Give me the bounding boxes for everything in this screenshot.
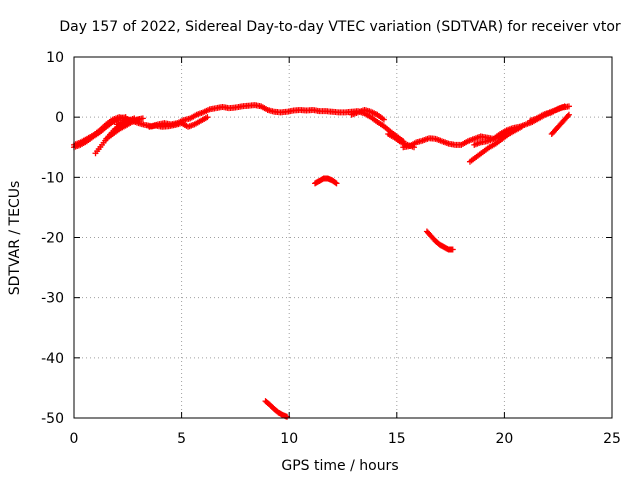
series-mid-morning xyxy=(146,114,211,130)
y-tick-labels: -50 -40 -30 -20 -10 0 10 xyxy=(41,50,64,427)
x-tick-label: 5 xyxy=(177,431,186,447)
series-noon-upper-band xyxy=(348,106,387,123)
y-tick-label: -20 xyxy=(41,231,64,247)
series-afternoon-lower-band xyxy=(385,131,418,151)
grid-lines xyxy=(74,57,612,418)
y-tick-label: 10 xyxy=(46,50,64,66)
data-markers xyxy=(71,102,572,420)
x-tick-label: 10 xyxy=(280,431,298,447)
series-midday-dip-arc xyxy=(312,175,340,187)
data-point xyxy=(503,129,510,136)
y-tick-label: -40 xyxy=(41,351,64,367)
x-tick-label: 25 xyxy=(603,431,621,447)
data-point xyxy=(565,103,572,110)
data-point xyxy=(564,112,571,119)
chart-title: Day 157 of 2022, Sidereal Day-to-day VTE… xyxy=(59,19,621,35)
y-axis-label: SDTVAR / TECUs xyxy=(7,181,23,296)
y-tick-label: -10 xyxy=(41,170,64,186)
data-point xyxy=(518,123,525,130)
axis-ticks xyxy=(73,56,613,419)
x-axis-label: GPS time / hours xyxy=(281,458,398,474)
data-point xyxy=(411,144,418,151)
x-tick-labels: 0 5 10 15 20 25 xyxy=(70,431,621,447)
data-point xyxy=(565,111,572,118)
y-tick-label: -50 xyxy=(41,411,64,427)
data-point xyxy=(380,116,387,123)
series-late-drop xyxy=(548,111,572,138)
series-afternoon-dip xyxy=(423,228,456,253)
data-point xyxy=(333,180,340,187)
y-tick-label: 0 xyxy=(55,110,64,126)
y-tick-label: -30 xyxy=(41,291,64,307)
series-evening-branch-b xyxy=(471,129,510,148)
x-tick-label: 20 xyxy=(495,431,513,447)
x-tick-label: 0 xyxy=(70,431,79,447)
data-point xyxy=(204,114,211,121)
data-point xyxy=(139,115,146,122)
series-early-rise-d xyxy=(114,115,146,128)
data-point xyxy=(449,246,456,253)
series-deep-dip xyxy=(262,398,291,420)
data-point xyxy=(332,179,339,186)
series-evening-branch-c xyxy=(527,103,572,124)
x-tick-label: 15 xyxy=(388,431,406,447)
